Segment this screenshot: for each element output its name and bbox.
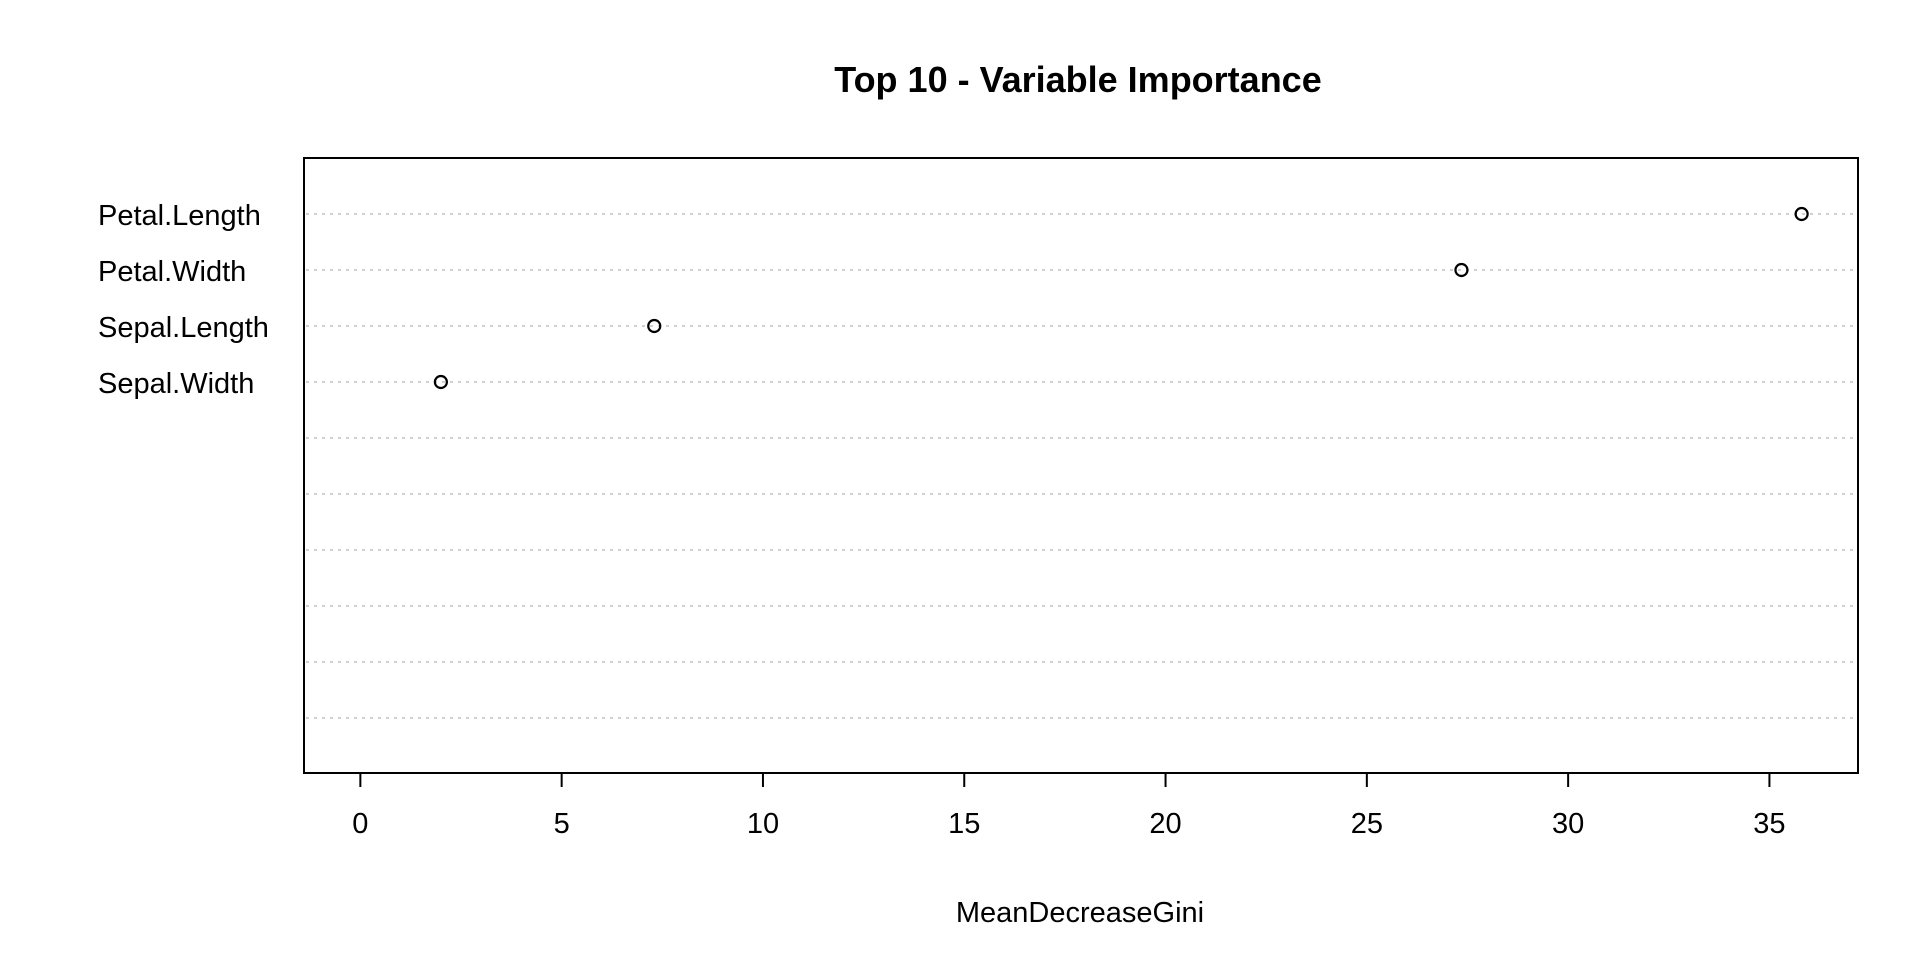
- x-axis: 0 5 10 15 20 25 30 35: [352, 773, 1786, 840]
- data-point: [647, 318, 662, 334]
- x-tick-label: 25: [1351, 808, 1383, 840]
- chart-title: Top 10 - Variable Importance: [834, 59, 1321, 100]
- data-point: [433, 374, 448, 390]
- category-label: Petal.Width: [98, 256, 246, 288]
- data-points: [433, 206, 1809, 390]
- x-tick-label: 30: [1552, 808, 1584, 840]
- category-labels: Petal.Length Petal.Width Sepal.Length Sepal…: [98, 200, 269, 400]
- x-tick-label: 10: [747, 808, 779, 840]
- category-label: Sepal.Length: [98, 312, 269, 344]
- grid-lines: [306, 213, 1856, 719]
- x-tick-label: 15: [948, 808, 980, 840]
- category-label: Sepal.Width: [98, 368, 254, 400]
- x-tick-label: 20: [1149, 808, 1181, 840]
- data-point: [1454, 262, 1469, 278]
- data-point: [1794, 206, 1809, 222]
- category-label: Petal.Length: [98, 200, 261, 232]
- x-tick-label: 5: [554, 808, 570, 840]
- x-tick-label: 35: [1753, 808, 1785, 840]
- x-tick-label: 0: [352, 808, 368, 840]
- x-axis-label: MeanDecreaseGini: [956, 897, 1204, 929]
- plot-frame: [303, 157, 1859, 774]
